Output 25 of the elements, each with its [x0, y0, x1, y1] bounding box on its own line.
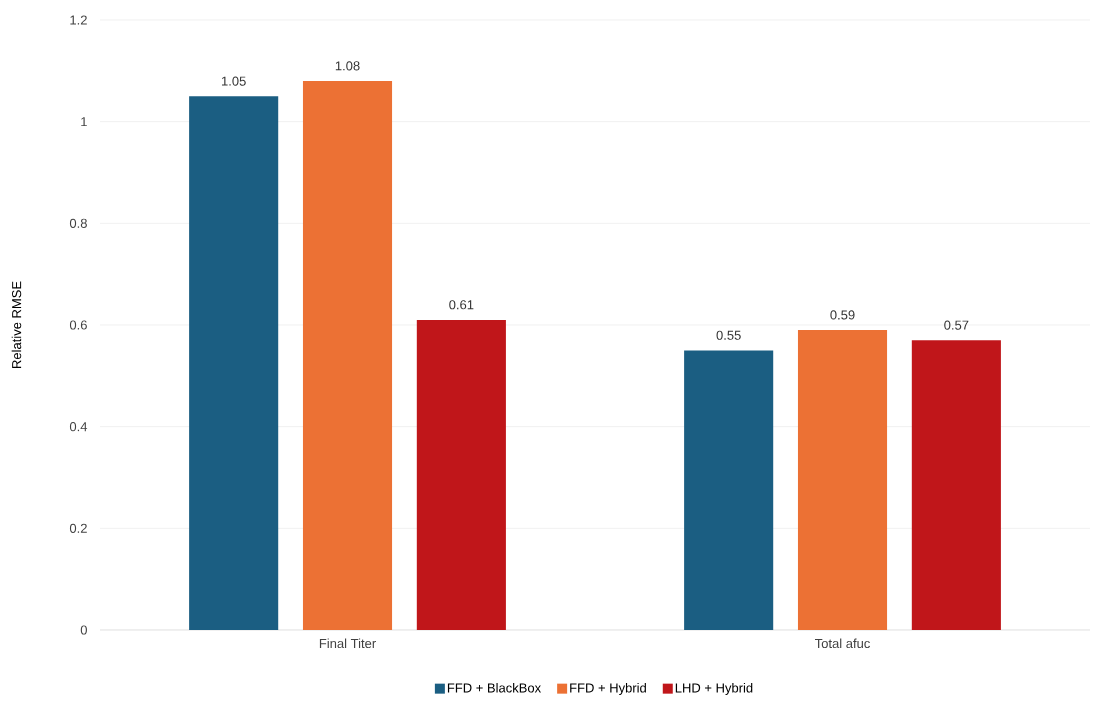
data-label: 0.59	[830, 310, 855, 320]
data-label: 1.05	[221, 76, 246, 86]
legend-label: FFD + Hybrid	[570, 682, 646, 696]
data-label: 0.55	[716, 330, 741, 340]
y-tick-label: 0	[80, 625, 87, 635]
y-tick-label: 0.2	[69, 523, 87, 533]
y-tick-label: 0.4	[69, 422, 88, 432]
y-tick-label: 0.6	[69, 320, 87, 330]
y-axis-title: Relative RMSE	[11, 281, 22, 368]
data-label: 1.08	[335, 61, 360, 71]
bar	[189, 96, 279, 630]
y-tick-label: 1	[81, 117, 87, 127]
bar	[302, 80, 393, 630]
x-tick-label: Total afuc	[814, 638, 870, 649]
legend-label: FFD + BlackBox	[447, 682, 541, 693]
bar	[416, 319, 506, 630]
y-tick-label: 1.2	[70, 15, 87, 25]
data-label: 0.57	[944, 320, 969, 330]
bar	[684, 350, 774, 630]
y-tick-label: 0.8	[69, 218, 87, 228]
bar	[911, 340, 1001, 630]
data-label: 0.61	[449, 300, 474, 310]
x-tick-label: Final Titer	[319, 638, 376, 649]
legend-label: LHD + Hybrid	[675, 682, 753, 696]
bar	[797, 330, 888, 630]
